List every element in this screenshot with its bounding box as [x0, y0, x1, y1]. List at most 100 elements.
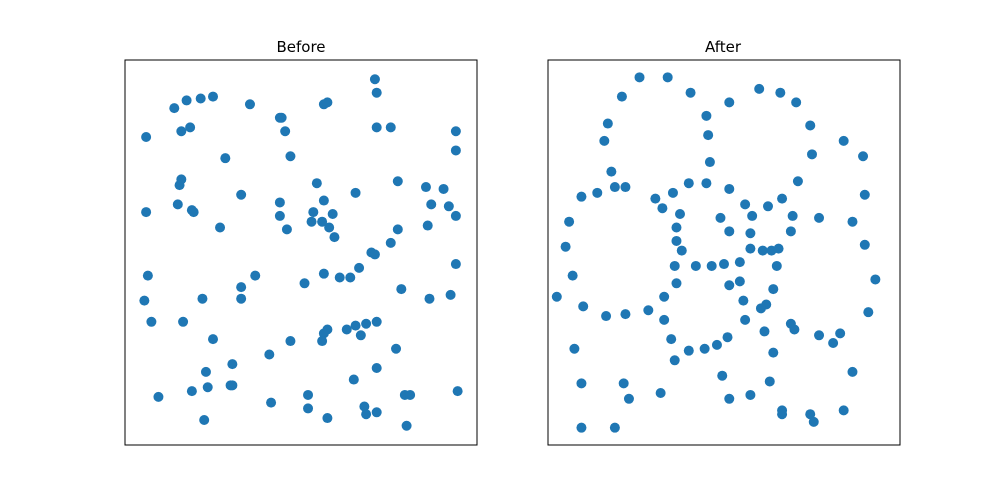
- scatter-point: [199, 414, 210, 425]
- scatter-point: [341, 324, 352, 335]
- scatter-point: [345, 272, 356, 283]
- scatter-point: [576, 191, 587, 202]
- scatter-point: [650, 193, 661, 204]
- scatter-point: [322, 97, 333, 108]
- scatter-point: [200, 366, 211, 377]
- scatter-point: [805, 409, 816, 420]
- scatter-point: [659, 314, 670, 325]
- scatter-point: [422, 220, 433, 231]
- subplot-title: After: [705, 38, 742, 56]
- scatter-point: [666, 334, 677, 345]
- scatter-point: [303, 389, 314, 400]
- scatter-point: [659, 291, 670, 302]
- scatter-point: [792, 176, 803, 187]
- scatter-point: [141, 132, 152, 142]
- scatter-point: [724, 393, 735, 404]
- scatter-point: [690, 260, 701, 271]
- scatter-point: [601, 311, 612, 322]
- scatter-point: [280, 126, 291, 137]
- scatter-point: [576, 378, 587, 389]
- scatter-point: [369, 249, 380, 260]
- scatter-point: [775, 87, 786, 98]
- scatter-point: [274, 210, 285, 221]
- scatter-point: [838, 405, 849, 416]
- scatter-point: [324, 222, 335, 233]
- scatter-point: [153, 391, 164, 402]
- scatter-point: [348, 374, 359, 385]
- scatter-point: [185, 122, 196, 133]
- point-layer: [139, 74, 463, 431]
- scatter-point: [706, 260, 717, 271]
- scatter-point: [452, 386, 463, 397]
- scatter-point: [671, 222, 682, 233]
- scatter-point: [805, 120, 816, 131]
- subplot-before: Before: [124, 38, 478, 446]
- scatter-point: [306, 216, 317, 227]
- scatter-point: [789, 324, 800, 335]
- scatter-point: [308, 207, 319, 218]
- scatter-point: [181, 95, 192, 106]
- scatter-point: [745, 243, 756, 254]
- scatter-point: [350, 320, 361, 331]
- scatter-point: [285, 151, 296, 162]
- scatter-point: [722, 332, 733, 343]
- scatter-point: [385, 122, 396, 133]
- scatter-point: [620, 309, 631, 320]
- scatter-point: [634, 72, 645, 83]
- scatter-point: [754, 83, 765, 94]
- scatter-point: [717, 370, 728, 381]
- scatter-point: [369, 74, 380, 85]
- scatter-point: [551, 291, 562, 302]
- scatter-point: [424, 293, 435, 304]
- scatter-point: [785, 226, 796, 237]
- scatter-point: [859, 239, 870, 250]
- scatter-point: [195, 93, 206, 104]
- scatter-point: [747, 210, 758, 221]
- scatter-point: [643, 305, 654, 316]
- scatter-point: [655, 388, 666, 399]
- scatter-point: [787, 210, 798, 221]
- scatter-point: [236, 282, 247, 293]
- scatter-point: [266, 397, 277, 408]
- scatter-point: [662, 72, 673, 83]
- scatter-point: [847, 366, 858, 377]
- scatter-point: [172, 199, 183, 210]
- scatter-point: [141, 207, 152, 218]
- scatter-point: [835, 328, 846, 339]
- scatter-point: [859, 189, 870, 200]
- scatter-point: [396, 284, 407, 295]
- scatter-point: [176, 126, 187, 137]
- scatter-point: [675, 209, 685, 219]
- scatter-point: [669, 260, 680, 271]
- scatter-point: [311, 178, 322, 189]
- scatter-point: [719, 259, 729, 270]
- scatter-point: [385, 237, 396, 248]
- scatter-point: [609, 182, 620, 193]
- scatter-point: [220, 153, 231, 164]
- scatter-point: [724, 97, 735, 108]
- scatter-point: [701, 178, 712, 189]
- scatter-point: [791, 97, 802, 108]
- scatter-point: [188, 207, 199, 218]
- scatter-point: [392, 224, 403, 235]
- scatter-point: [139, 295, 150, 306]
- scatter-point: [274, 197, 285, 208]
- scatter-point: [703, 130, 714, 141]
- scatter-point: [361, 409, 372, 420]
- scatter-point: [178, 316, 189, 327]
- scatter-point: [814, 212, 825, 223]
- scatter-point: [371, 363, 382, 373]
- scatter-point: [724, 183, 735, 194]
- scatter-point: [828, 337, 839, 348]
- scatter-point: [618, 378, 629, 389]
- scatter-point: [616, 91, 627, 102]
- scatter-point: [250, 270, 261, 281]
- scatter-point: [609, 422, 620, 433]
- scatter-point: [858, 151, 869, 162]
- scatter-point: [777, 193, 788, 204]
- scatter-point: [236, 293, 247, 304]
- scatter-point: [361, 318, 372, 329]
